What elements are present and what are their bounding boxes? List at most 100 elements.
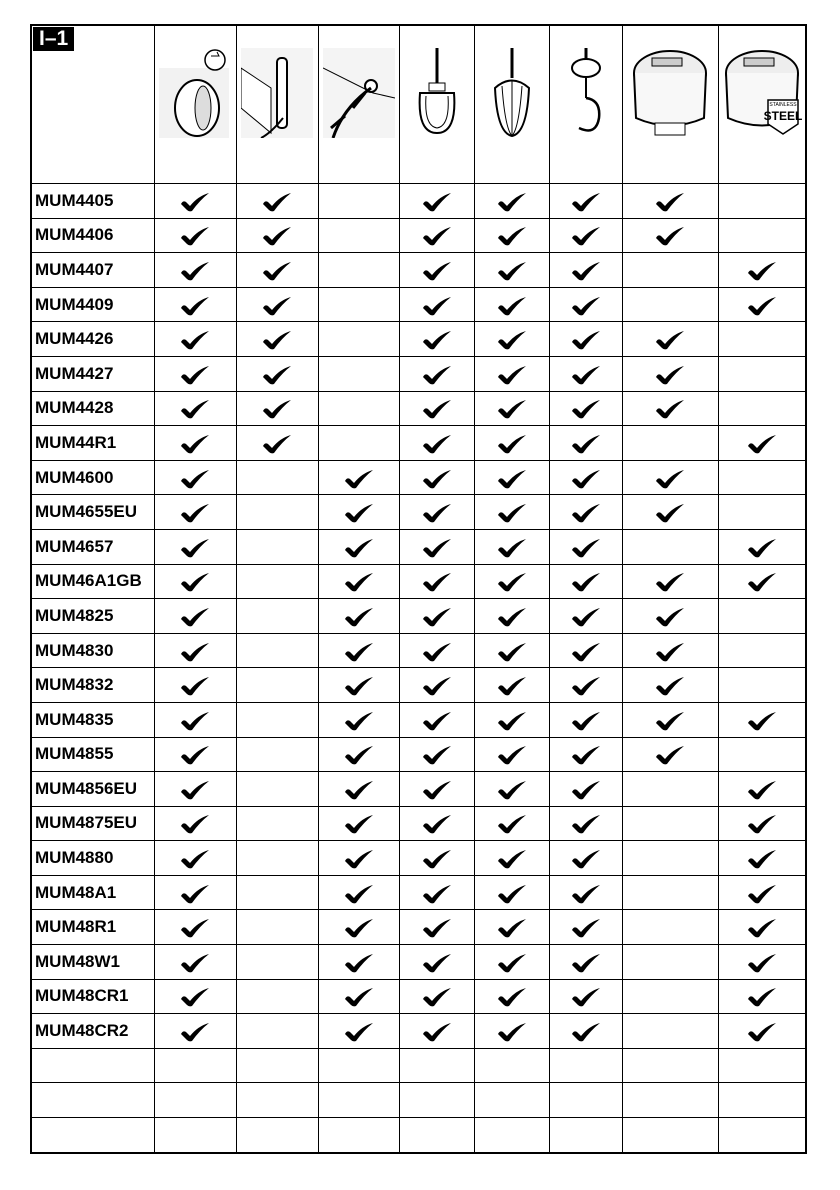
model-name: MUM48CR1 (30, 978, 155, 1015)
check-cell-speed-dial (153, 1117, 237, 1154)
check-cell-stirring-hook (398, 563, 475, 600)
check-cell-whisk (473, 286, 550, 323)
check-cell-cord-pull (317, 840, 400, 876)
check-cell-stainless-steel-bowl (717, 874, 807, 911)
check-cell-stainless-steel-bowl (717, 1047, 807, 1084)
check-cell-cord-storage (235, 598, 319, 634)
check-cell-cord-pull (317, 528, 400, 565)
check-cell-cord-pull (317, 909, 400, 946)
check-cell-kneading-hook (548, 805, 623, 842)
checkmark-icon (571, 400, 600, 419)
check-cell-speed-dial (153, 944, 237, 980)
checkmark-icon (571, 711, 600, 731)
checkmark-icon (497, 677, 526, 696)
check-cell-whisk (473, 321, 550, 357)
check-cell-plastic-bowl (621, 563, 719, 600)
checkmark-icon (344, 780, 373, 800)
checkmark-icon (571, 504, 600, 523)
header-kneading-hook (548, 24, 623, 184)
checkmark-icon (422, 988, 451, 1007)
check-cell-cord-storage (235, 217, 319, 254)
checkmark-icon (747, 815, 776, 834)
check-cell-cord-pull (317, 632, 400, 669)
table-row: MUM4405 (30, 183, 807, 219)
check-cell-cord-pull (317, 1082, 400, 1119)
model-name: MUM4428 (30, 390, 155, 427)
checkmark-icon (181, 711, 209, 731)
check-cell-kneading-hook (548, 1047, 623, 1084)
check-cell-stainless-steel-bowl (717, 459, 807, 496)
check-cell-stainless-steel-bowl (717, 736, 807, 773)
table-row: MUM4855 (30, 736, 807, 773)
check-cell-cord-storage (235, 1117, 319, 1154)
check-cell-stainless-steel-bowl (717, 805, 807, 842)
checkmark-icon (181, 504, 209, 523)
section-badge: I–1 (33, 27, 75, 51)
compatibility-table: I–1 STAINLESS STEEL (30, 24, 807, 1154)
checkmark-icon (422, 953, 451, 973)
model-name: MUM4835 (30, 701, 155, 738)
checkmark-icon (344, 815, 373, 834)
table-row: MUM4875EU (30, 805, 807, 842)
check-cell-cord-storage (235, 425, 319, 461)
check-cell-cord-storage (235, 459, 319, 496)
checkmark-icon (497, 780, 526, 800)
check-cell-speed-dial (153, 390, 237, 427)
check-cell-speed-dial (153, 183, 237, 219)
check-cell-speed-dial (153, 1013, 237, 1049)
check-cell-cord-pull (317, 805, 400, 842)
check-cell-stirring-hook (398, 1082, 475, 1119)
checkmark-icon (656, 677, 684, 696)
check-cell-cord-storage (235, 874, 319, 911)
check-cell-plastic-bowl (621, 390, 719, 427)
check-cell-cord-storage (235, 1013, 319, 1049)
check-cell-stirring-hook (398, 632, 475, 669)
check-cell-cord-storage (235, 390, 319, 427)
check-cell-cord-pull (317, 494, 400, 530)
check-cell-whisk (473, 805, 550, 842)
check-cell-plastic-bowl (621, 736, 719, 773)
checkmark-icon (497, 365, 526, 385)
checkmark-icon (344, 538, 373, 558)
checkmark-icon (571, 780, 600, 800)
checkmark-icon (747, 884, 776, 904)
checkmark-icon (497, 850, 526, 869)
check-cell-kneading-hook (548, 355, 623, 392)
table-row: MUM4409 (30, 286, 807, 323)
check-cell-speed-dial (153, 771, 237, 807)
checkmark-icon (422, 850, 451, 869)
check-cell-cord-storage (235, 528, 319, 565)
checkmark-icon (422, 400, 451, 419)
check-cell-speed-dial (153, 494, 237, 530)
checkmark-icon (497, 331, 526, 350)
check-cell-plastic-bowl (621, 771, 719, 807)
checkmark-icon (181, 538, 209, 558)
checkmark-icon (656, 573, 684, 592)
check-cell-stainless-steel-bowl (717, 701, 807, 738)
check-cell-stirring-hook (398, 252, 475, 288)
table-row: MUM44R1 (30, 425, 807, 461)
check-cell-whisk (473, 217, 550, 254)
check-cell-whisk (473, 252, 550, 288)
check-cell-kneading-hook (548, 252, 623, 288)
checkmark-icon (571, 261, 600, 281)
table-row: MUM48W1 (30, 944, 807, 980)
check-cell-cord-storage (235, 736, 319, 773)
check-cell-cord-pull (317, 771, 400, 807)
checkmark-icon (571, 1023, 600, 1042)
header-corner: I–1 (30, 24, 155, 184)
model-name: MUM48CR2 (30, 1013, 155, 1049)
plastic-bowl-icon (633, 50, 707, 136)
check-cell-kneading-hook (548, 459, 623, 496)
check-cell-whisk (473, 632, 550, 669)
checkmark-icon (422, 919, 451, 938)
check-cell-cord-pull (317, 217, 400, 254)
checkmark-icon (497, 261, 526, 281)
checkmark-icon (422, 1023, 451, 1042)
checkmark-icon (263, 261, 291, 281)
check-cell-whisk (473, 1047, 550, 1084)
header-cord-storage (235, 24, 319, 184)
check-cell-speed-dial (153, 598, 237, 634)
checkmark-icon (181, 884, 209, 904)
check-cell-cord-pull (317, 978, 400, 1015)
